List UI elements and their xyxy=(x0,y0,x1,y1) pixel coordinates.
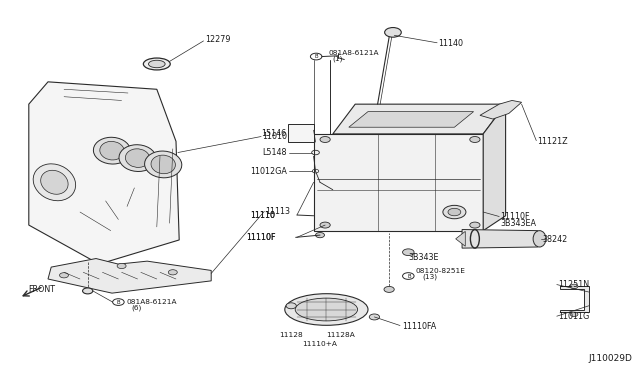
Ellipse shape xyxy=(33,164,76,201)
Text: B: B xyxy=(116,299,120,305)
Circle shape xyxy=(385,28,401,37)
Text: 081A8-6121A: 081A8-6121A xyxy=(328,50,379,56)
Text: 11010: 11010 xyxy=(262,132,287,141)
Ellipse shape xyxy=(145,151,182,178)
Circle shape xyxy=(403,249,414,256)
Circle shape xyxy=(570,312,578,317)
Circle shape xyxy=(369,314,380,320)
Polygon shape xyxy=(560,286,589,312)
Circle shape xyxy=(60,273,68,278)
Text: J110029D: J110029D xyxy=(588,354,632,363)
Text: (1): (1) xyxy=(333,55,343,62)
Ellipse shape xyxy=(143,58,170,70)
Polygon shape xyxy=(480,100,522,119)
Ellipse shape xyxy=(148,60,165,68)
Polygon shape xyxy=(349,112,474,127)
Ellipse shape xyxy=(41,170,68,194)
Text: 11110FA: 11110FA xyxy=(402,322,436,331)
Text: 081A8-6121A: 081A8-6121A xyxy=(126,299,177,305)
FancyBboxPatch shape xyxy=(288,124,314,142)
Text: 3B343E: 3B343E xyxy=(408,253,439,262)
Text: 11110F: 11110F xyxy=(246,233,275,242)
Circle shape xyxy=(286,303,296,309)
Circle shape xyxy=(470,222,480,228)
Polygon shape xyxy=(456,231,465,246)
Ellipse shape xyxy=(151,155,175,174)
Text: (13): (13) xyxy=(422,273,438,280)
Text: 38242: 38242 xyxy=(543,235,568,244)
Circle shape xyxy=(320,222,330,228)
Polygon shape xyxy=(48,259,211,293)
Text: 11113: 11113 xyxy=(266,207,291,216)
Text: FRONT: FRONT xyxy=(28,285,55,294)
Polygon shape xyxy=(314,134,483,231)
Circle shape xyxy=(470,137,480,142)
Circle shape xyxy=(384,286,394,292)
Ellipse shape xyxy=(93,137,131,164)
Ellipse shape xyxy=(125,149,150,167)
Circle shape xyxy=(570,284,578,289)
Text: 11140: 11140 xyxy=(438,39,463,48)
Circle shape xyxy=(320,137,330,142)
Text: 12279: 12279 xyxy=(205,35,230,44)
Ellipse shape xyxy=(295,298,358,321)
Ellipse shape xyxy=(285,294,368,325)
Circle shape xyxy=(448,208,461,216)
Text: 15146: 15146 xyxy=(262,129,287,138)
Circle shape xyxy=(168,270,177,275)
Text: 11251N: 11251N xyxy=(558,280,589,289)
Text: 11110+A: 11110+A xyxy=(303,341,337,347)
Text: 11110F: 11110F xyxy=(246,233,275,242)
Text: 11012GA: 11012GA xyxy=(250,167,287,176)
Text: B: B xyxy=(408,273,412,279)
Polygon shape xyxy=(333,104,506,134)
Polygon shape xyxy=(483,104,506,231)
Ellipse shape xyxy=(119,145,156,171)
Ellipse shape xyxy=(100,141,124,160)
Ellipse shape xyxy=(533,231,546,247)
Text: 08120-8251E: 08120-8251E xyxy=(416,268,466,274)
Text: 11121Z: 11121Z xyxy=(538,137,568,146)
Circle shape xyxy=(316,232,324,238)
Polygon shape xyxy=(29,82,179,264)
Text: L5148: L5148 xyxy=(262,148,287,157)
Text: B: B xyxy=(314,54,318,59)
Text: 11128A: 11128A xyxy=(326,332,355,338)
Circle shape xyxy=(117,263,126,269)
Text: 11110F: 11110F xyxy=(500,212,530,221)
Circle shape xyxy=(83,288,93,294)
Text: 11128: 11128 xyxy=(279,332,303,338)
Text: 11011G: 11011G xyxy=(558,312,589,321)
Polygon shape xyxy=(462,230,538,248)
Text: 11110: 11110 xyxy=(250,211,275,219)
Text: 11110: 11110 xyxy=(250,211,275,219)
Text: (6): (6) xyxy=(131,305,141,311)
Text: 3B343EA: 3B343EA xyxy=(500,219,536,228)
Circle shape xyxy=(443,205,466,219)
